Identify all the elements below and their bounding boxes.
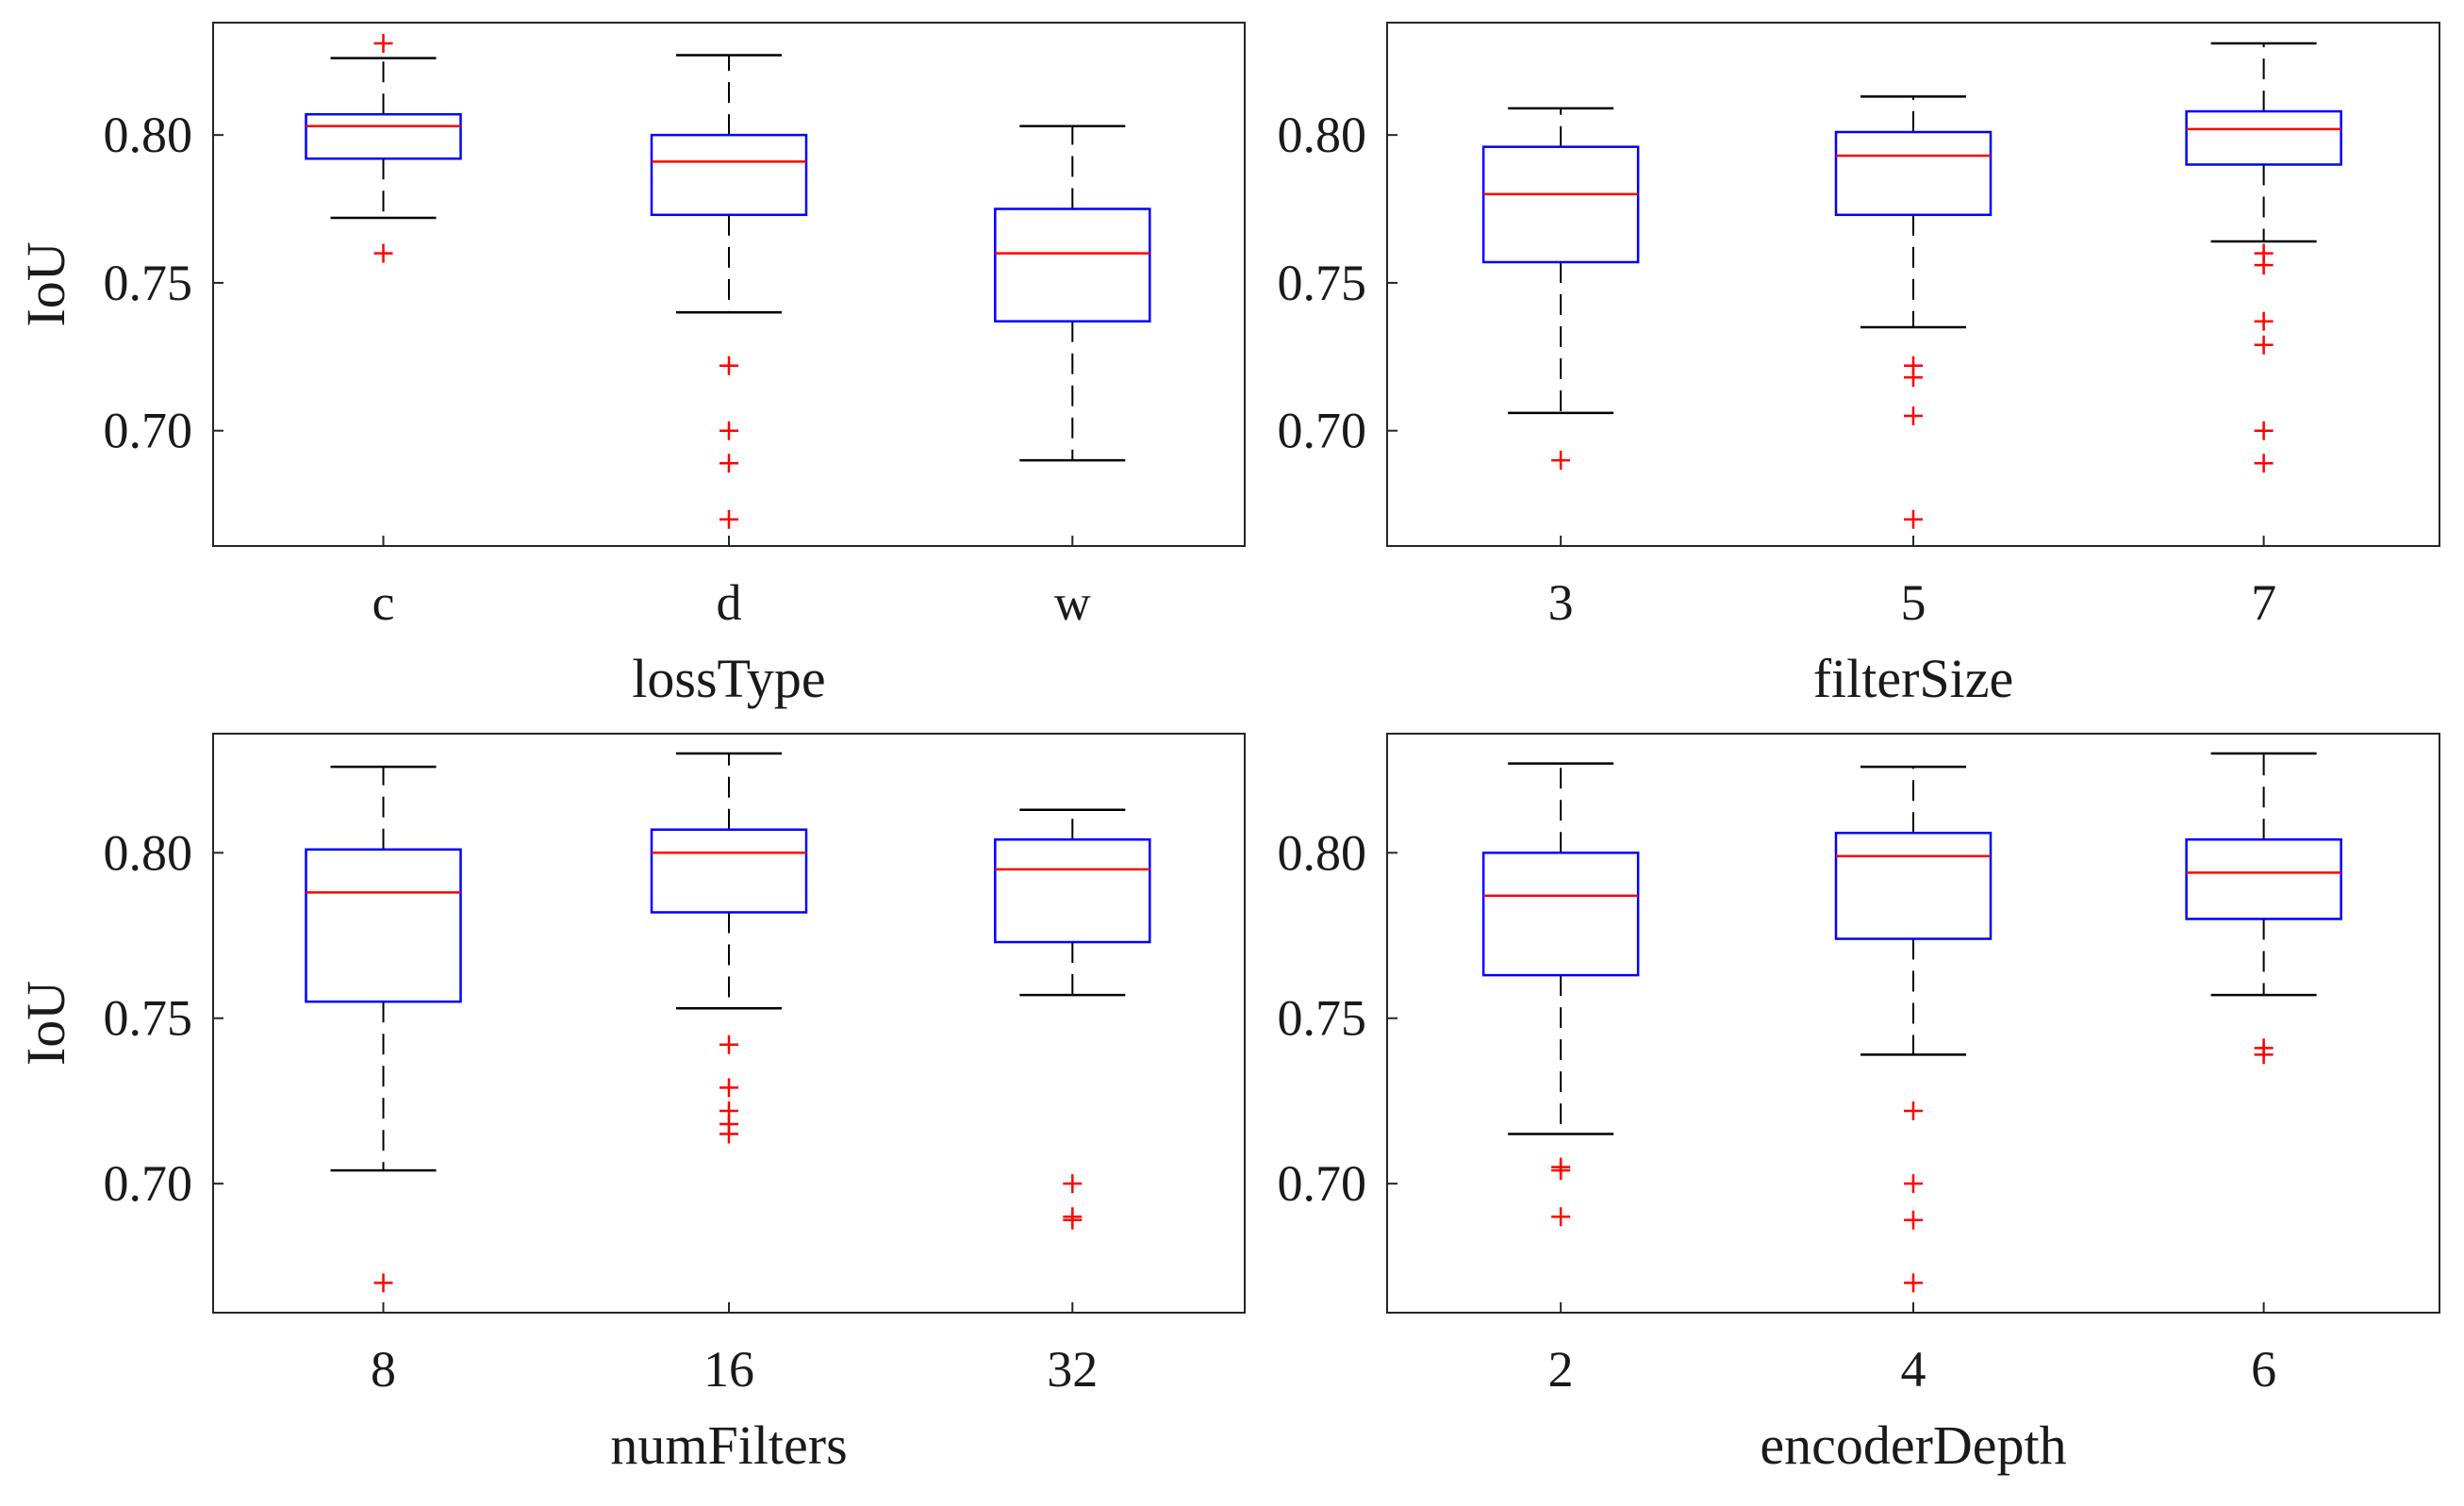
- outlier-marker: [1904, 509, 1923, 529]
- y-tick-label: 0.70: [1278, 403, 1367, 459]
- outlier-marker: [719, 454, 738, 473]
- iqr-box: [1834, 130, 1993, 217]
- outlier-marker: [1551, 451, 1571, 471]
- outlier-marker: [373, 33, 393, 53]
- outlier-marker: [719, 1124, 738, 1144]
- box-w: [994, 124, 1151, 462]
- iqr-box: [650, 133, 808, 217]
- iqr-box: [650, 828, 808, 914]
- x-tick-label: w: [1054, 574, 1091, 631]
- panel-bottom-left: 0.70 0.75 0.80 8 16 32 numFilters IoU: [15, 733, 1246, 1476]
- outlier-marker: [2254, 256, 2274, 275]
- x-tick-label: d: [717, 574, 742, 631]
- iqr-box: [2185, 838, 2342, 920]
- y-tick-label: 0.75: [1278, 255, 1367, 311]
- x-tick-label: 32: [1047, 1341, 1098, 1398]
- iqr-box: [994, 207, 1151, 323]
- panel-bottom-right: 0.70 0.75 0.80 2 4 6 encoderDepth: [1278, 733, 2440, 1476]
- box-2: [1481, 762, 1640, 1227]
- iqr-box: [1834, 832, 1993, 940]
- y-tick-label: 0.70: [104, 403, 193, 459]
- y-tick-label: 0.70: [104, 1155, 193, 1212]
- y-tick-label: 0.75: [104, 990, 193, 1047]
- outlier-marker: [2254, 335, 2274, 355]
- outlier-marker: [719, 356, 738, 375]
- outlier-marker: [1904, 1174, 1923, 1194]
- box-8: [305, 765, 462, 1293]
- outlier-marker: [1904, 406, 1923, 426]
- box-32: [994, 808, 1151, 1230]
- box-6: [2185, 752, 2342, 1065]
- outlier-marker: [1904, 368, 1923, 388]
- x-tick-label: 6: [2251, 1341, 2276, 1398]
- outlier-marker: [2254, 311, 2274, 331]
- outlier-marker: [719, 1034, 738, 1054]
- box-16: [650, 752, 808, 1144]
- outlier-marker: [1063, 1174, 1083, 1194]
- y-tick-label: 0.80: [104, 107, 193, 163]
- x-tick-label: c: [372, 574, 395, 631]
- x-tick-label: 4: [1901, 1341, 1927, 1398]
- x-tick-label: 3: [1548, 574, 1574, 631]
- iqr-box: [1481, 145, 1640, 264]
- iqr-box: [1481, 852, 1640, 977]
- y-tick-label: 0.80: [1278, 107, 1367, 163]
- panel-top-right: 0.70 0.75 0.80 3 5 7 filterSize: [1278, 22, 2440, 709]
- outlier-marker: [719, 421, 738, 440]
- y-axis-label: IoU: [15, 981, 76, 1066]
- iqr-box: [994, 838, 1151, 944]
- box-3: [1481, 107, 1640, 471]
- outlier-marker: [1063, 1210, 1083, 1230]
- box-5: [1834, 95, 1993, 529]
- iqr-box: [305, 112, 462, 160]
- box-7: [2185, 41, 2342, 473]
- iqr-box: [2185, 109, 2342, 166]
- outlier-marker: [2254, 1045, 2274, 1065]
- x-axis-label: lossType: [632, 648, 825, 709]
- outlier-marker: [373, 243, 393, 263]
- box-d: [650, 54, 808, 529]
- outlier-marker: [1551, 1207, 1571, 1227]
- x-axis-label: encoderDepth: [1760, 1415, 2066, 1476]
- outlier-marker: [373, 1273, 393, 1293]
- box-c: [305, 33, 462, 263]
- x-axis-label: filterSize: [1813, 648, 2014, 709]
- panel-top-left: 0.70 0.75 0.80 c d w lossType IoU: [15, 22, 1246, 709]
- outlier-marker: [719, 1078, 738, 1098]
- y-tick-label: 0.80: [104, 824, 193, 881]
- outlier-marker: [1904, 1101, 1923, 1120]
- box-4: [1834, 765, 1993, 1293]
- outlier-marker: [2254, 421, 2274, 440]
- y-axis-label: IoU: [15, 241, 76, 326]
- x-tick-label: 5: [1901, 574, 1927, 631]
- outlier-marker: [2254, 454, 2274, 473]
- x-tick-label: 2: [1548, 1341, 1574, 1398]
- outlier-marker: [1904, 1273, 1923, 1293]
- x-tick-label: 7: [2251, 574, 2276, 631]
- y-tick-label: 0.70: [1278, 1155, 1367, 1212]
- outlier-marker: [719, 509, 738, 529]
- y-tick-label: 0.75: [1278, 990, 1367, 1047]
- y-tick-label: 0.75: [104, 255, 193, 311]
- y-tick-label: 0.80: [1278, 824, 1367, 881]
- iqr-box: [305, 848, 462, 1003]
- x-axis-label: numFilters: [610, 1415, 847, 1476]
- outlier-marker: [1551, 1161, 1571, 1181]
- x-tick-label: 8: [371, 1341, 396, 1398]
- outlier-marker: [1904, 1210, 1923, 1230]
- x-tick-label: 16: [703, 1341, 754, 1398]
